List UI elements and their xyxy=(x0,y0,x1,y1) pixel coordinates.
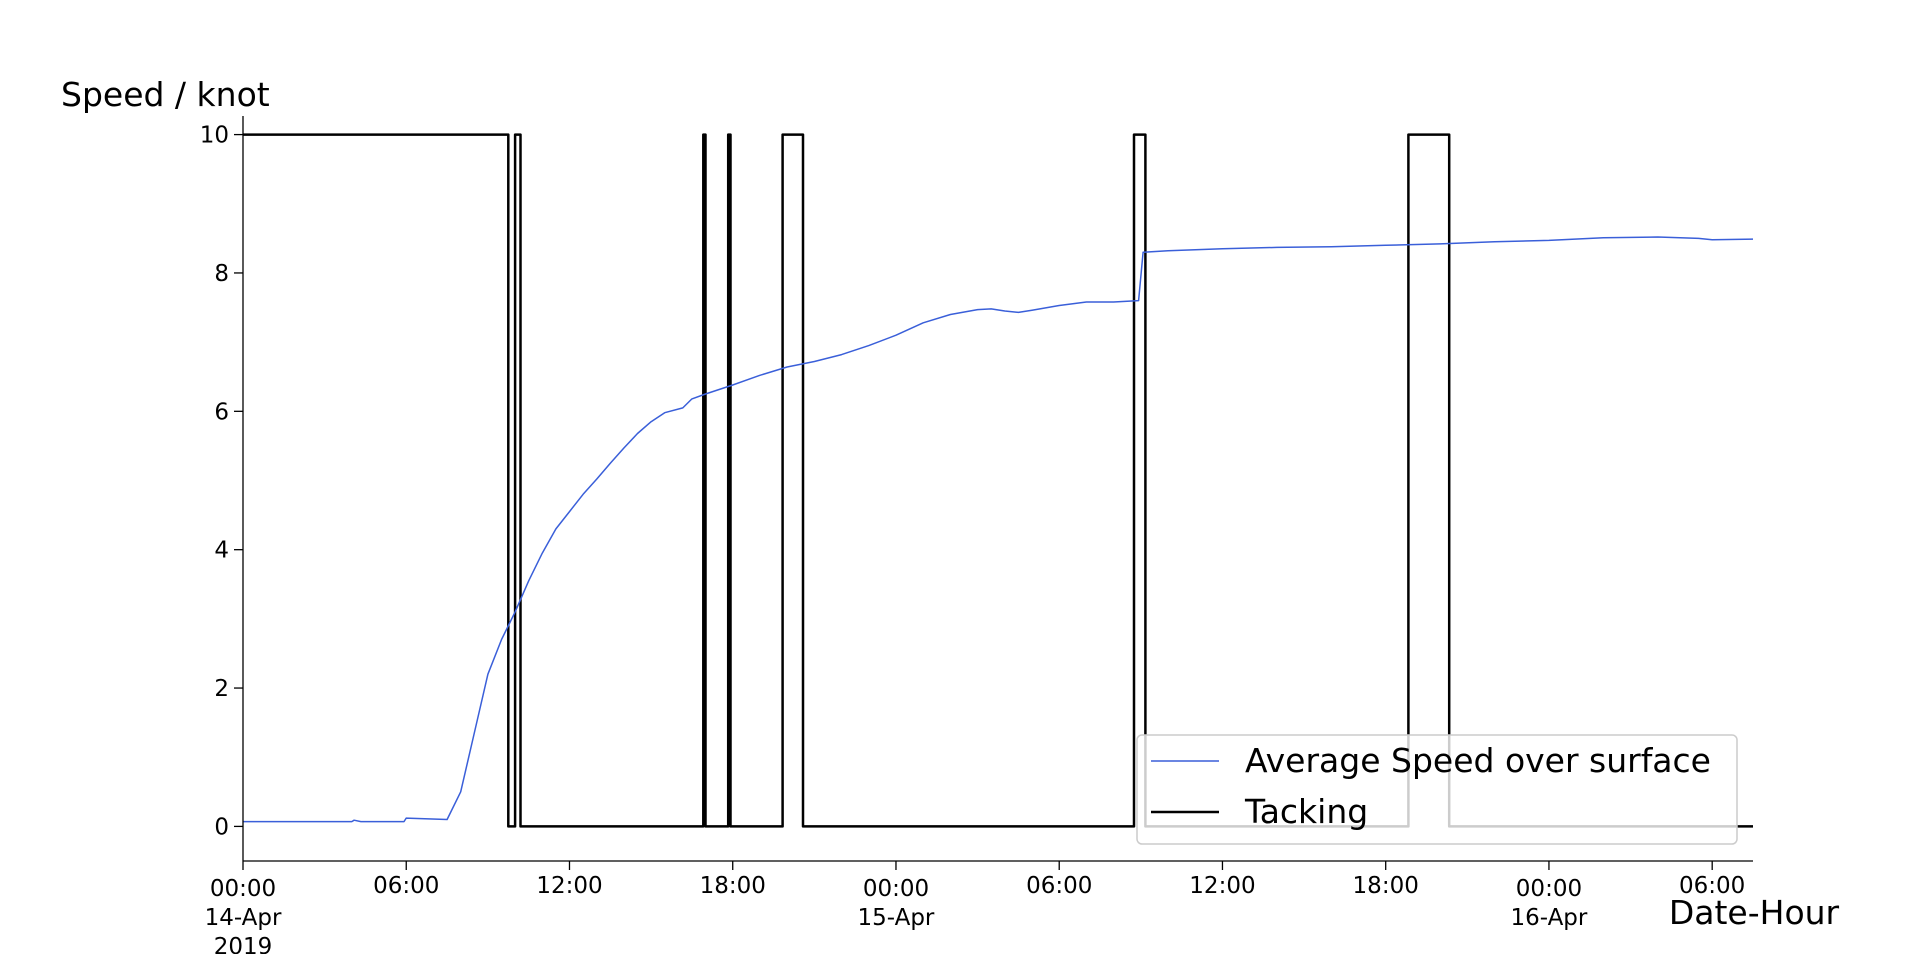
y-tick-label: 2 xyxy=(214,676,229,702)
legend-frame xyxy=(1136,734,1738,845)
y-tick-label: 0 xyxy=(214,814,229,840)
y-tick-label: 8 xyxy=(214,261,229,287)
x-tick-label: 06:00 xyxy=(373,873,439,899)
series-layer xyxy=(243,133,1753,828)
x-tick-label: 16-Apr xyxy=(1511,905,1588,931)
x-axis-label: Date-Hour xyxy=(1669,893,1840,932)
legend-label-speed: Average Speed over surface xyxy=(1245,741,1711,780)
legend-label-tacking: Tacking xyxy=(1244,792,1368,831)
legend: Average Speed over surface Tacking xyxy=(1136,734,1738,845)
x-ticks: 00:00 14-Apr 2019 06:00 12:00 18:00 00:00 15-Ap… xyxy=(205,861,1745,954)
x-tick-label: 15-Apr xyxy=(858,905,935,931)
x-tick-label: 12:00 xyxy=(1189,873,1255,899)
y-tick-label: 6 xyxy=(214,399,229,425)
x-tick-label: 00:00 xyxy=(210,876,276,902)
y-ticks: 0 2 4 6 8 10 xyxy=(200,123,243,840)
x-tick-label: 06:00 xyxy=(1679,873,1745,899)
series-line-speed xyxy=(243,236,1753,823)
x-tick-label: 00:00 xyxy=(1516,876,1582,902)
y-tick-label: 4 xyxy=(214,538,229,564)
x-tick-label: 18:00 xyxy=(1353,873,1419,899)
x-tick-label: 00:00 xyxy=(863,876,929,902)
x-tick-label: 18:00 xyxy=(700,873,766,899)
y-axis-label: Speed / knot xyxy=(61,75,270,114)
series-line-tacking xyxy=(243,133,1753,828)
x-tick-label: 12:00 xyxy=(536,873,602,899)
x-tick-label: 14-Apr xyxy=(205,905,282,931)
x-tick-label: 2019 xyxy=(214,934,273,954)
x-tick-label: 06:00 xyxy=(1026,873,1092,899)
y-tick-label: 10 xyxy=(200,123,229,149)
